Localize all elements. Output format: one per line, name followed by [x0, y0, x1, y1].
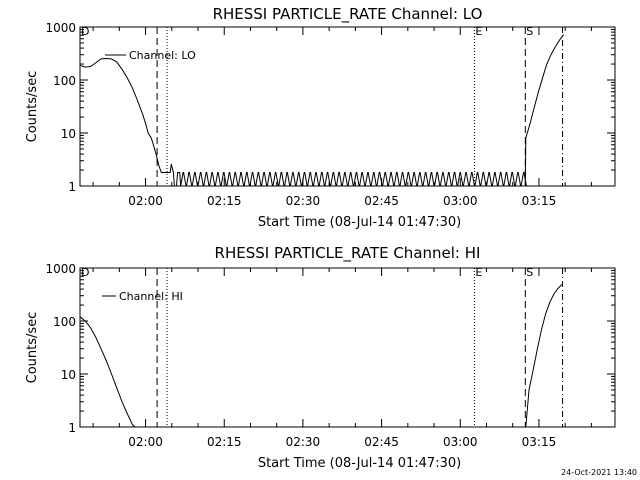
y-tick-label: 1000	[45, 21, 76, 35]
generation-timestamp: 24-Oct-2021 13:40	[561, 468, 637, 477]
x-tick-label: 03:15	[522, 194, 557, 208]
y-axis-label: Counts/sec	[25, 71, 40, 143]
x-tick-label: 03:15	[522, 435, 557, 449]
y-tick-label: 1000	[45, 262, 76, 276]
event-marker-label: S	[526, 25, 533, 38]
event-marker-label: E	[475, 25, 482, 38]
y-tick-label: 1	[68, 421, 76, 435]
y-tick-label: 100	[53, 74, 76, 88]
series-line	[79, 34, 565, 187]
x-tick-label: 02:45	[364, 435, 399, 449]
event-marker-label: S	[526, 266, 533, 279]
event-marker-label: D	[81, 25, 89, 38]
y-tick-label: 1	[68, 180, 76, 194]
y-tick-label: 100	[53, 315, 76, 329]
x-tick-label: 03:00	[443, 194, 478, 208]
y-tick-label: 10	[61, 368, 76, 382]
legend-label: Channel: LO	[129, 49, 196, 62]
y-axis-label: Counts/sec	[25, 312, 40, 384]
legend-label: Channel: HI	[119, 290, 183, 303]
x-axis-label: Start Time (08-Jul-14 01:47:30)	[258, 456, 461, 471]
x-tick-label: 02:15	[207, 194, 242, 208]
x-axis-label: Start Time (08-Jul-14 01:47:30)	[258, 215, 461, 230]
x-tick-label: 02:15	[207, 435, 242, 449]
noise-segment	[180, 172, 527, 187]
series-line	[79, 283, 563, 428]
event-marker-label: D	[81, 266, 89, 279]
x-tick-label: 02:00	[128, 194, 163, 208]
x-tick-label: 02:45	[364, 194, 399, 208]
x-tick-label: 02:00	[128, 435, 163, 449]
chart-title: RHESSI PARTICLE_RATE Channel: HI	[215, 244, 481, 263]
lo-channel-panel: RHESSI PARTICLE_RATE Channel: LO 1 10 100 10…	[25, 5, 616, 230]
event-marker-label: E	[475, 266, 482, 279]
hi-channel-panel: RHESSI PARTICLE_RATE Channel: HI 1 10 100 10…	[25, 244, 616, 471]
chart-title: RHESSI PARTICLE_RATE Channel: LO	[213, 5, 483, 24]
x-tick-label: 02:30	[286, 435, 321, 449]
x-tick-label: 03:00	[443, 435, 478, 449]
y-tick-label: 10	[61, 127, 76, 141]
x-tick-label: 02:30	[286, 194, 321, 208]
